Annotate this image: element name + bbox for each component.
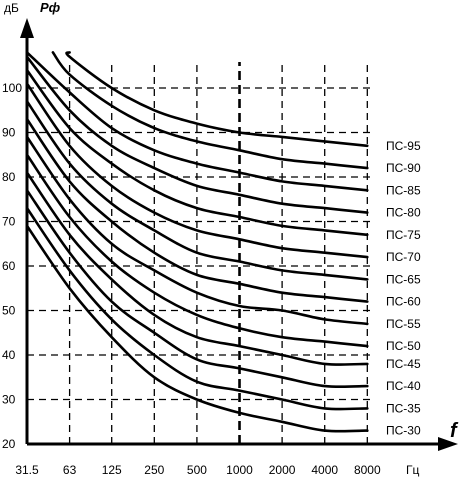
curve-ПС-85 [25,51,369,192]
x-tick-label: 500 [187,463,207,477]
series-label: ПС-95 [386,139,421,153]
x-tick-label: 8000 [354,463,381,477]
series-label: ПС-50 [386,339,421,353]
x-tick-label: 31.5 [15,463,39,477]
y-tick-label: 100 [2,81,22,95]
x-axis-unit: Гц [406,463,419,477]
x-tick-label: 63 [63,463,77,477]
curve-ПС-50 [25,153,369,348]
curve-ПС-45 [25,171,369,366]
curve-ПС-35 [25,206,369,411]
x-axis-arrow-icon [438,437,458,451]
y-axis-symbol: Pф [40,0,61,15]
curve-ПС-30 [25,224,369,433]
series-label: ПС-45 [386,357,421,371]
series-label: ПС-80 [386,206,421,220]
axes [20,18,458,451]
series-label: ПС-55 [386,317,421,331]
curve-ПС-55 [25,135,369,326]
labels: дБ Pф f Гц 20 30 40 50 60 70 80 90 100 31.5 63 125 2… [2,0,459,477]
series-label: ПС-70 [386,250,421,264]
y-axis-arrow-icon [20,18,34,38]
series-label: ПС-60 [386,295,421,309]
series-label: ПС-90 [386,161,421,175]
y-tick-label: 70 [2,215,16,229]
curve-ПС-40 [25,189,369,389]
y-tick-label: 80 [2,170,16,184]
y-tick-label: 30 [2,393,16,407]
curve-ПС-65 [25,100,369,281]
curve-ПС-70 [25,82,369,259]
series-label: ПС-30 [386,424,421,438]
curve-ПС-75 [25,68,369,237]
x-axis-symbol: f [450,420,459,442]
x-tick-label: 250 [144,463,164,477]
series-label: ПС-85 [386,183,421,197]
y-tick-label: 50 [2,304,16,318]
x-tick-label: 125 [102,463,122,477]
x-tick-label: 1000 [226,463,253,477]
curve-ПС-60 [25,117,369,303]
curve-ПС-95 [65,51,369,148]
series-label: ПС-65 [386,272,421,286]
series-label: ПС-75 [386,228,421,242]
curves [25,51,369,433]
y-axis-unit: дБ [4,1,19,15]
series-label: ПС-40 [386,379,421,393]
y-tick-label: 60 [2,259,16,273]
y-tick-label: 40 [2,348,16,362]
y-tick-label: 20 [2,437,16,451]
grid [27,62,372,444]
x-tick-label: 4000 [311,463,338,477]
curve-ПС-80 [25,55,369,214]
series-label: ПС-35 [386,401,421,415]
y-tick-label: 90 [2,126,16,140]
x-tick-label: 2000 [269,463,296,477]
curve-ПС-90 [51,51,369,170]
